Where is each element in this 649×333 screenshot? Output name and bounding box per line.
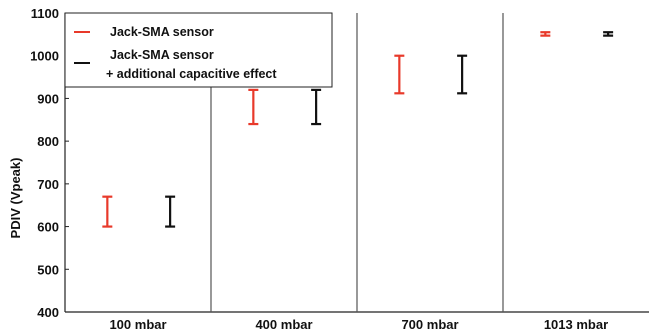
y-tick-label: 1100 [31, 6, 59, 21]
x-category-label: 700 mbar [401, 317, 458, 332]
y-tick-label: 1000 [30, 49, 59, 64]
y-tick-label: 700 [37, 177, 59, 192]
x-category-label: 100 mbar [109, 317, 166, 332]
error-bar [394, 54, 405, 95]
error-bar [248, 88, 259, 126]
error-bar [165, 195, 176, 228]
legend-box [64, 12, 333, 88]
error-bars [102, 31, 614, 228]
y-tick-label: 800 [37, 134, 59, 149]
y-tick-label: 900 [37, 91, 59, 106]
legend-label-series-2-line2: + additional capacitive effect [106, 67, 277, 81]
error-bar [457, 54, 468, 95]
error-bar [311, 88, 322, 126]
x-category-labels: 100 mbar 400 mbar 700 mbar 1013 mbar [109, 317, 608, 332]
error-bar [102, 195, 113, 228]
legend: Jack-SMA sensor Jack-SMA sensor + additi… [64, 12, 333, 88]
error-bar [603, 31, 614, 37]
x-category-label: 400 mbar [255, 317, 312, 332]
y-tick-label: 400 [37, 305, 59, 320]
y-axis-label: PDIV (Vpeak) [8, 158, 23, 239]
y-ticks: 400 500 600 700 800 900 1000 1100 [30, 6, 69, 320]
error-bar [540, 31, 551, 37]
legend-label-series-2: Jack-SMA sensor [110, 48, 214, 62]
legend-label-series-1: Jack-SMA sensor [110, 25, 214, 39]
x-category-label: 1013 mbar [544, 317, 608, 332]
y-tick-label: 600 [37, 220, 59, 235]
y-tick-label: 500 [37, 262, 59, 277]
